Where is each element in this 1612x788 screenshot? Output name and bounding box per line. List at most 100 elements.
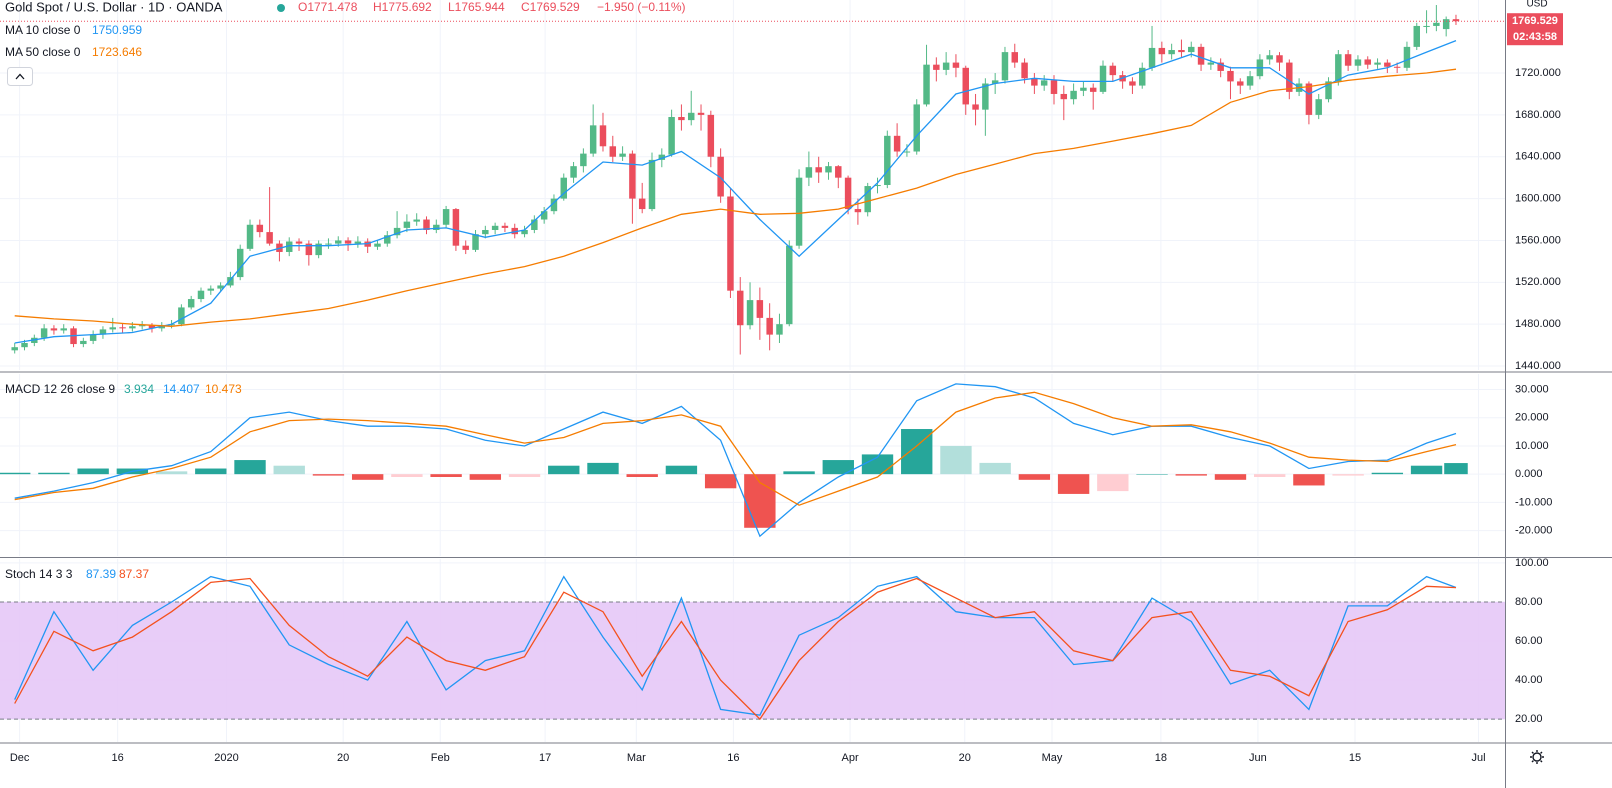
candle-body xyxy=(884,135,891,185)
y-tick-label: 20.00 xyxy=(1515,713,1543,725)
histogram-bar xyxy=(195,468,227,475)
candle-body xyxy=(923,64,930,105)
candle-body xyxy=(638,198,646,210)
candle-body xyxy=(1266,55,1273,60)
x-tick-label: Jul xyxy=(1471,752,1485,764)
candle-body xyxy=(1237,81,1244,86)
stoch-band xyxy=(0,601,1505,720)
candle-body xyxy=(648,159,656,210)
candle-body xyxy=(560,177,567,199)
candle-body xyxy=(1011,52,1019,63)
histogram-bar xyxy=(391,474,423,477)
candle-body xyxy=(1344,54,1352,66)
x-tick-label: 2020 xyxy=(214,752,238,764)
histogram-bar xyxy=(1444,463,1468,475)
x-tick-label: May xyxy=(1042,752,1063,764)
candle-body xyxy=(844,177,852,210)
candle-body xyxy=(374,243,381,247)
candle-body xyxy=(462,245,469,250)
ma50-value: 1723.646 xyxy=(92,45,142,59)
collapse-icon[interactable] xyxy=(15,73,25,80)
candle-body xyxy=(60,328,67,331)
candle-body xyxy=(11,347,18,351)
candle-body xyxy=(815,167,822,173)
histogram-bar xyxy=(0,472,31,475)
candle-body xyxy=(942,62,950,70)
histogram-bar xyxy=(1214,474,1247,480)
candle-body xyxy=(1286,62,1293,92)
candle-body xyxy=(746,300,754,326)
candle-body xyxy=(962,67,969,105)
candle-body xyxy=(678,116,685,121)
y-tick-label: 40.00 xyxy=(1515,674,1543,686)
x-tick-label: Apr xyxy=(841,752,858,764)
ma10-value: 1750.959 xyxy=(92,23,142,37)
last-price-box: 1769.529 02:43:58 xyxy=(1507,13,1563,46)
histogram-bar xyxy=(1136,474,1168,475)
collapse-button[interactable] xyxy=(7,67,33,86)
candle-body xyxy=(1158,47,1166,55)
y-tick-label: 1640.000 xyxy=(1515,151,1561,163)
candle-body xyxy=(344,240,352,244)
candle-body xyxy=(433,224,440,230)
x-tick-label: 20 xyxy=(959,752,971,764)
histogram-bar xyxy=(548,465,580,475)
candle-body xyxy=(697,112,705,115)
histogram-bar xyxy=(234,460,266,475)
candle-body xyxy=(413,219,420,222)
ma50-legend: MA 50 close 0 xyxy=(5,45,81,59)
candle-body xyxy=(393,227,401,236)
x-tick-label: 18 xyxy=(1155,752,1167,764)
candle-body xyxy=(1442,19,1450,30)
candle-body xyxy=(207,288,215,291)
candle-body xyxy=(246,224,254,249)
candle-body xyxy=(629,153,636,199)
candle-body xyxy=(285,241,293,252)
y-tick-label: 10.000 xyxy=(1515,440,1549,452)
series-line xyxy=(14,383,1457,538)
candle-body xyxy=(1433,22,1440,26)
candle-body xyxy=(1217,62,1224,71)
candle-body xyxy=(933,64,940,70)
y-tick-label: -20.000 xyxy=(1515,525,1552,537)
last-price-background xyxy=(1507,13,1563,46)
candle-body xyxy=(521,229,528,235)
candle-body xyxy=(1452,19,1460,22)
histogram-bar xyxy=(979,462,1011,475)
macd-value: 14.407 xyxy=(163,382,200,396)
candle-body xyxy=(21,343,28,348)
settings-icon[interactable] xyxy=(1530,750,1544,764)
market-status-dot[interactable] xyxy=(277,4,285,12)
candle-body xyxy=(1305,83,1313,115)
candle-body xyxy=(99,329,107,335)
y-tick-label: 0.000 xyxy=(1515,468,1543,480)
open-label: O1771.478 xyxy=(298,0,358,14)
settings-icon[interactable] xyxy=(1532,752,1542,762)
candle-body xyxy=(1364,59,1371,65)
y-tick-label: 1680.000 xyxy=(1515,109,1561,121)
collapse-button-frame[interactable] xyxy=(7,67,33,86)
candle-body xyxy=(1315,99,1322,115)
candle-body xyxy=(442,209,450,225)
y-tick-label: -10.000 xyxy=(1515,496,1552,508)
settings-button[interactable] xyxy=(1530,750,1544,764)
high-label: H1775.692 xyxy=(373,0,432,14)
candle-body xyxy=(148,325,156,329)
candle-body xyxy=(1138,67,1146,86)
x-tick-label: 16 xyxy=(727,752,739,764)
histogram-bar xyxy=(351,474,384,480)
candle-body xyxy=(599,125,607,147)
x-tick-label: 17 xyxy=(539,752,551,764)
candle-body xyxy=(707,114,715,157)
histogram-bar xyxy=(1175,474,1207,476)
histogram-bar xyxy=(273,465,305,475)
candle-body xyxy=(776,324,783,335)
candle-body xyxy=(1393,66,1401,68)
histogram-bar xyxy=(704,474,737,489)
candle-body xyxy=(795,177,803,246)
candle-body xyxy=(511,227,518,235)
histogram-bar xyxy=(783,471,815,475)
histogram-bar xyxy=(508,474,541,477)
candle-body xyxy=(129,326,136,329)
y-tick-label: 20.000 xyxy=(1515,412,1549,424)
